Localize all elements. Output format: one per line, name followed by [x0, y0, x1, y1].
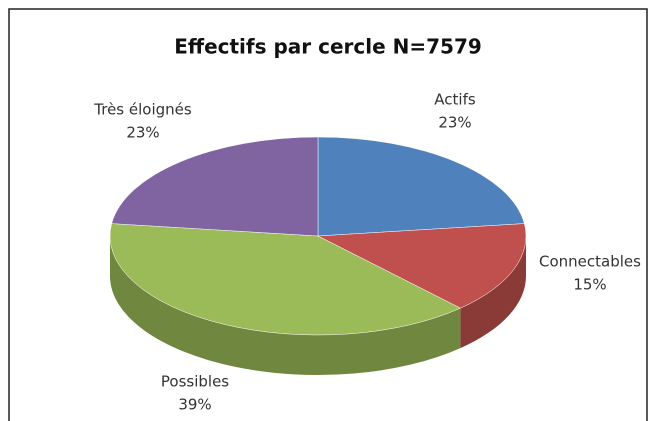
- slice-label: Actifs: [434, 91, 476, 109]
- slice: [317, 223, 527, 309]
- slice: [109, 223, 461, 336]
- slice: [111, 136, 319, 237]
- slice-value-label: 15%: [573, 276, 606, 294]
- slice-side: [110, 236, 461, 376]
- slice-value-label: 23%: [438, 114, 471, 132]
- chart-title: Effectifs par cercle N=7579: [174, 35, 482, 59]
- frame: [8, 8, 648, 421]
- slice-label: Connectables: [539, 253, 641, 271]
- slice-value-label: 23%: [126, 124, 159, 142]
- slice-label: Possibles: [161, 373, 229, 391]
- slice: [317, 136, 525, 237]
- slice-label: Très éloignés: [93, 101, 192, 119]
- slice-side: [460, 236, 526, 349]
- slice-value-label: 39%: [178, 396, 211, 414]
